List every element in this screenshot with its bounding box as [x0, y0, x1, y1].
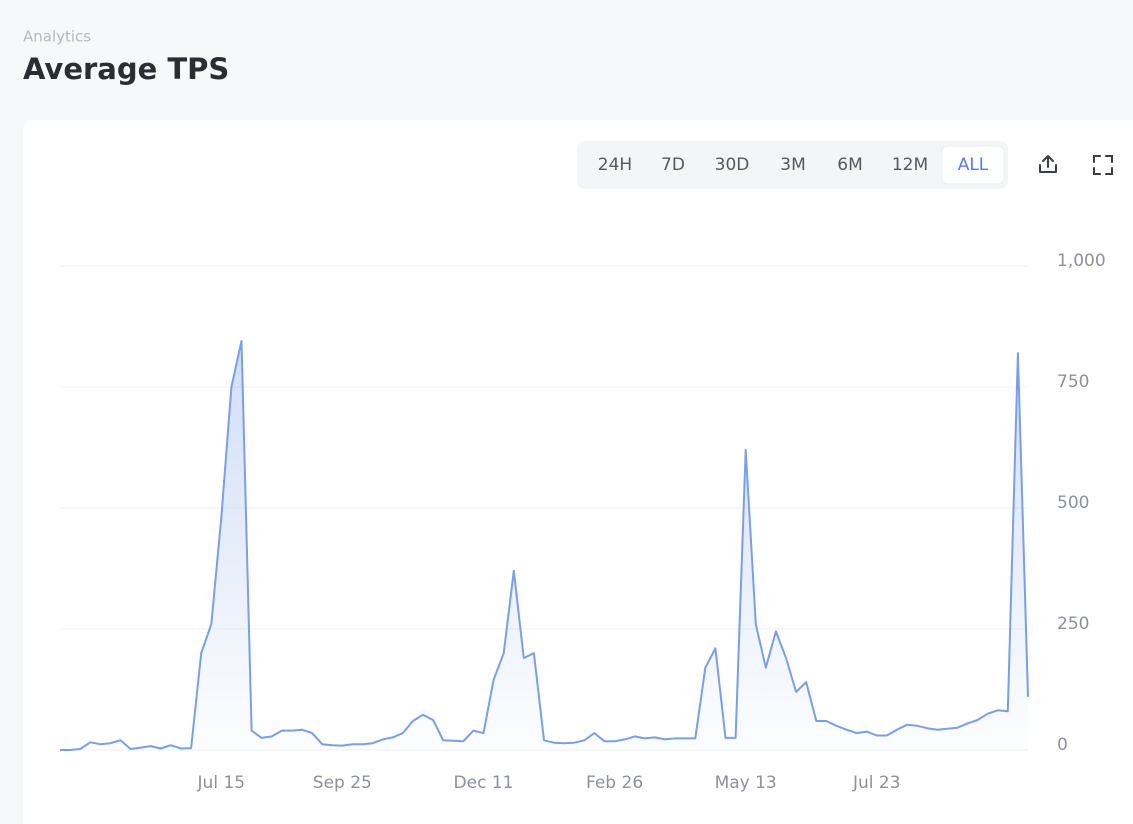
x-tick-label: Jul 23: [852, 773, 901, 793]
share-arrow: [1042, 155, 1054, 168]
range-button[interactable]: 6M: [837, 155, 862, 175]
range-button-active-bg: [941, 145, 1005, 185]
x-tick-label: May 13: [715, 773, 777, 793]
range-button[interactable]: 30D: [715, 155, 750, 175]
range-button[interactable]: 7D: [661, 155, 685, 175]
range-button-label: 7D: [661, 155, 685, 175]
share-icon: [1039, 164, 1057, 173]
range-button-label: ALL: [958, 155, 989, 175]
range-button-label: 24H: [598, 155, 632, 175]
range-button-label: 3M: [780, 155, 805, 175]
y-tick-label: 750: [1057, 372, 1089, 392]
x-tick-label: Sep 25: [313, 773, 372, 793]
range-button[interactable]: 12M: [892, 155, 928, 175]
chart: 0 250 500 750 1,000 Jul 15 Sep 25 Dec 11 Feb 26 M…: [60, 251, 1106, 793]
fullscreen-icon: [1093, 155, 1113, 175]
share-button[interactable]: [1039, 155, 1057, 173]
x-tick-label: Feb 26: [586, 773, 643, 793]
range-selector: [577, 141, 1008, 189]
y-tick-label: 250: [1057, 614, 1089, 634]
range-button-label: 6M: [837, 155, 862, 175]
y-tick-label: 0: [1057, 735, 1068, 755]
range-button[interactable]: 24H: [598, 155, 632, 175]
page-title: Average TPS: [23, 52, 229, 86]
fullscreen-button[interactable]: [1093, 155, 1113, 175]
chart-card: [23, 120, 1133, 824]
breadcrumb: Analytics: [23, 28, 91, 46]
x-tick-label: Jul 15: [197, 773, 246, 793]
line: [60, 340, 1029, 751]
y-tick-label: 1,000: [1057, 251, 1106, 271]
y-tick-label: 500: [1057, 493, 1089, 513]
range-button[interactable]: 3M: [780, 155, 805, 175]
range-button-label: 30D: [715, 155, 750, 175]
range-button-label: 12M: [892, 155, 928, 175]
x-tick-label: Dec 11: [454, 773, 514, 793]
range-button[interactable]: ALL: [941, 145, 1005, 185]
